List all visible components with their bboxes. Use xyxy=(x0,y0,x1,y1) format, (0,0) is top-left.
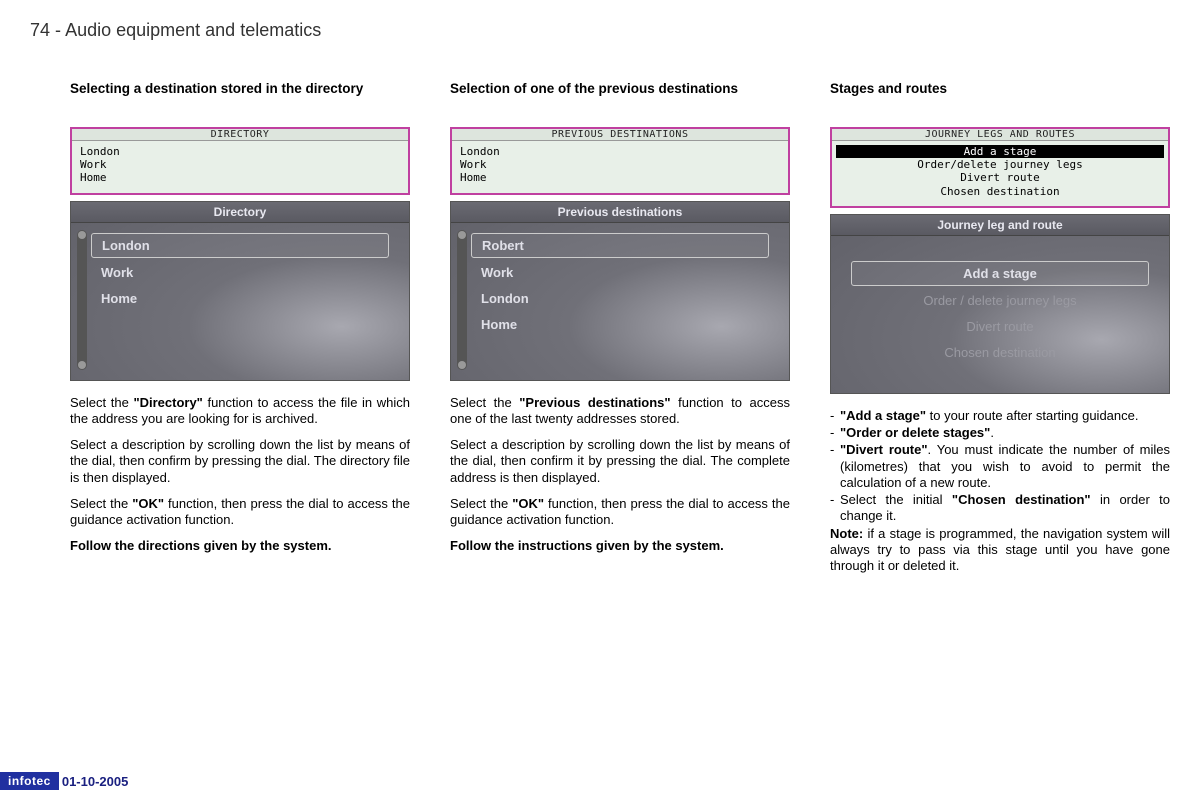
tft-item: London xyxy=(91,233,389,258)
column-title: Selecting a destination stored in the di… xyxy=(70,81,410,115)
lcd-item: London xyxy=(460,145,780,158)
tft-header: Previous destinations xyxy=(451,202,789,223)
body-text: Select the "Directory" function to acces… xyxy=(70,395,410,565)
body-text: Select the "Previous destinations" funct… xyxy=(450,395,790,565)
lcd-body: LondonWorkHome xyxy=(452,141,788,193)
tft-screen: Previous destinations Robert Work London Hom… xyxy=(450,201,790,381)
lcd-item: Work xyxy=(80,158,400,171)
page-number: 74 xyxy=(30,20,50,40)
tft-body: London Work Home xyxy=(71,223,409,323)
paragraph: Follow the instructions given by the sys… xyxy=(450,538,790,554)
tft-screen: Directory London Work Home xyxy=(70,201,410,381)
tft-header: Directory xyxy=(71,202,409,223)
tft-item: Add a stage xyxy=(851,261,1149,286)
tft-body: Add a stage Order / delete journey legs Di… xyxy=(831,236,1169,377)
bullet-item: Select the initial "Chosen destination" … xyxy=(830,492,1170,525)
tft-body: Robert Work London Home xyxy=(451,223,789,349)
lcd-body: LondonWorkHome xyxy=(72,141,408,193)
lcd-item: Order/delete journey legs xyxy=(840,158,1160,171)
tft-header: Journey leg and route xyxy=(831,215,1169,236)
lcd-header: JOURNEY LEGS AND ROUTES xyxy=(832,129,1168,141)
column-title: Stages and routes xyxy=(830,81,1170,115)
bullet-item: "Order or delete stages". xyxy=(830,425,1170,441)
note: Note: if a stage is programmed, the navi… xyxy=(830,526,1170,575)
tft-item: London xyxy=(471,287,769,310)
paragraph: Select a description by scrolling down t… xyxy=(450,437,790,486)
column-title: Selection of one of the previous destina… xyxy=(450,81,790,115)
column: Stages and routes JOURNEY LEGS AND ROUTES… xyxy=(830,81,1170,584)
page-footer: infotec 01-10-2005 xyxy=(0,772,128,790)
tft-scrollbar xyxy=(77,230,87,370)
lcd-item: Home xyxy=(80,171,400,184)
paragraph: Follow the directions given by the syste… xyxy=(70,538,410,554)
lcd-screen: JOURNEY LEGS AND ROUTESAdd a stageOrder/… xyxy=(830,127,1170,208)
lcd-screen: DIRECTORYLondonWorkHome xyxy=(70,127,410,195)
lcd-header: PREVIOUS DESTINATIONS xyxy=(452,129,788,141)
content-columns: Selecting a destination stored in the di… xyxy=(0,41,1200,584)
bullet-item: "Divert route". You must indicate the nu… xyxy=(830,442,1170,491)
bullet-item: "Add a stage" to your route after starti… xyxy=(830,408,1170,424)
paragraph: Select the "Previous destinations" funct… xyxy=(450,395,790,428)
lcd-item: London xyxy=(80,145,400,158)
page-header: 74 - Audio equipment and telematics xyxy=(0,0,1200,41)
paragraph: Select the "OK" function, then press the… xyxy=(450,496,790,529)
footer-date: 01-10-2005 xyxy=(62,774,129,789)
lcd-screen: PREVIOUS DESTINATIONSLondonWorkHome xyxy=(450,127,790,195)
column: Selecting a destination stored in the di… xyxy=(70,81,410,584)
lcd-item: Add a stage xyxy=(836,145,1164,158)
lcd-item: Work xyxy=(460,158,780,171)
footer-logo: infotec xyxy=(0,772,59,790)
paragraph: Select a description by scrolling down t… xyxy=(70,437,410,486)
tft-item: Robert xyxy=(471,233,769,258)
tft-item: Work xyxy=(91,261,389,284)
column: Selection of one of the previous destina… xyxy=(450,81,790,584)
tft-item: Home xyxy=(471,313,769,336)
tft-item: Chosen destination xyxy=(851,341,1149,364)
tft-item: Home xyxy=(91,287,389,310)
tft-screen: Journey leg and route Add a stage Order / … xyxy=(830,214,1170,394)
bullet-list: "Add a stage" to your route after starti… xyxy=(830,408,1170,525)
lcd-item: Divert route xyxy=(840,171,1160,184)
page-title: Audio equipment and telematics xyxy=(65,20,321,40)
body-text: "Add a stage" to your route after starti… xyxy=(830,408,1170,585)
paragraph: Select the "Directory" function to acces… xyxy=(70,395,410,428)
lcd-header: DIRECTORY xyxy=(72,129,408,141)
lcd-item: Home xyxy=(460,171,780,184)
tft-item: Order / delete journey legs xyxy=(851,289,1149,312)
tft-item: Divert route xyxy=(851,315,1149,338)
tft-scrollbar xyxy=(457,230,467,370)
lcd-body: Add a stageOrder/delete journey legsDive… xyxy=(832,141,1168,206)
paragraph: Select the "OK" function, then press the… xyxy=(70,496,410,529)
lcd-item: Chosen destination xyxy=(840,185,1160,198)
tft-item: Work xyxy=(471,261,769,284)
